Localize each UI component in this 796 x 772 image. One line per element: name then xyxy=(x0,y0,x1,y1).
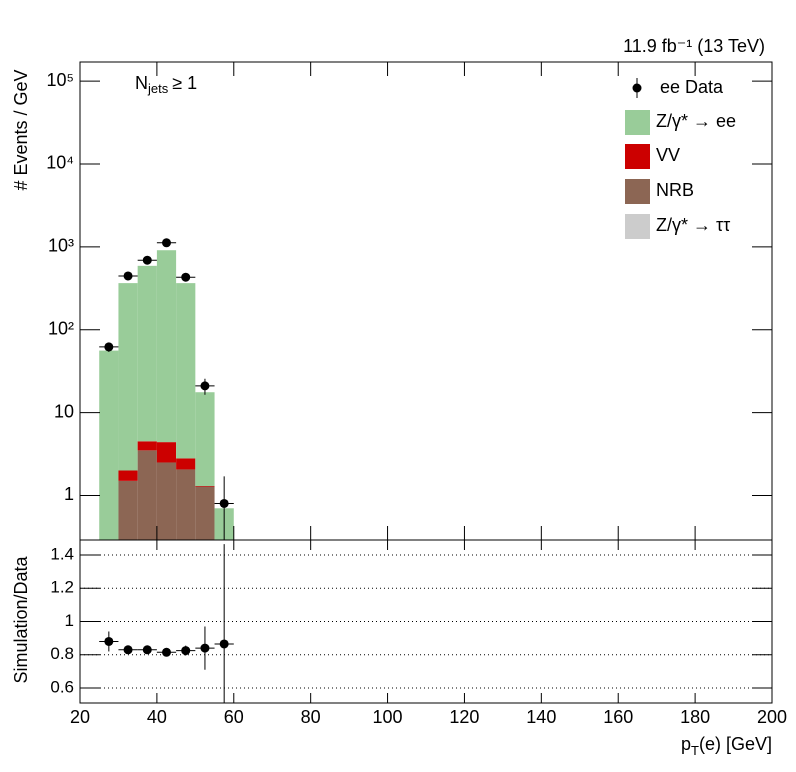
annotation-main: N xyxy=(135,73,148,93)
bar-segment xyxy=(118,480,138,540)
y-tick-label: 10⁴ xyxy=(46,153,74,173)
y-tick-label: 1 xyxy=(65,611,74,630)
bar-segment xyxy=(176,283,196,459)
annotation: Njets ≥ 1 xyxy=(135,73,197,97)
bar-segment xyxy=(176,458,196,470)
legend-label: NRB xyxy=(656,180,694,200)
data-point xyxy=(200,643,210,653)
y-tick-label: 1.4 xyxy=(50,544,74,563)
legend-swatch xyxy=(625,144,650,169)
y-tick-label: 1 xyxy=(64,484,74,504)
legend-label: Z/γ* → ee xyxy=(656,111,736,131)
bar-segment xyxy=(118,470,138,481)
data-point xyxy=(104,636,114,646)
x-tick-label: 140 xyxy=(526,707,556,727)
data-point xyxy=(104,342,114,352)
bar-segment xyxy=(156,250,177,443)
data-point xyxy=(142,255,152,265)
data-point xyxy=(162,238,171,248)
y-tick-label: 10³ xyxy=(48,236,74,256)
x-tick-label: 20 xyxy=(70,707,90,727)
bar-segment xyxy=(118,283,138,471)
bar-segment xyxy=(137,265,157,442)
x-tick-label: 100 xyxy=(373,707,403,727)
bar-segment xyxy=(195,486,215,487)
legend-marker xyxy=(632,83,642,93)
data-point xyxy=(181,646,191,656)
x-tick-label: 40 xyxy=(147,707,167,727)
x-label-rest: (e) [GeV] xyxy=(699,734,772,754)
bar-segment xyxy=(176,469,196,540)
data-point xyxy=(123,645,133,655)
legend-label: VV xyxy=(656,145,680,165)
legend-label: ee Data xyxy=(660,77,724,97)
bar-segment xyxy=(137,441,157,451)
x-label-main: p xyxy=(681,734,691,754)
data-point xyxy=(162,647,171,657)
data-point xyxy=(142,645,152,655)
y-tick-label: 0.6 xyxy=(50,678,74,697)
legend-label: Z/γ* → ττ xyxy=(656,215,730,235)
y-axis-label: Simulation/Data xyxy=(11,555,31,683)
y-tick-label: 1.2 xyxy=(50,578,74,597)
bar-segment xyxy=(156,462,177,540)
y-tick-label: 10 xyxy=(54,401,74,421)
y-tick-label: 10⁵ xyxy=(47,70,74,90)
data-point xyxy=(123,271,133,281)
bar-segment xyxy=(99,350,119,540)
bar-segment xyxy=(195,392,215,487)
x-tick-label: 160 xyxy=(603,707,633,727)
plot-area xyxy=(80,238,772,703)
annotation-rest: ≥ 1 xyxy=(172,73,197,93)
legend-swatch xyxy=(625,179,650,204)
data-point xyxy=(181,272,191,282)
chart-title: 11.9 fb⁻¹ (13 TeV) xyxy=(623,36,765,56)
data-point xyxy=(219,498,229,508)
x-axis-label: pT(e) [GeV] xyxy=(681,734,772,759)
y-tick-label: 10² xyxy=(48,318,74,338)
legend-swatch xyxy=(625,110,650,135)
x-tick-label: 120 xyxy=(449,707,479,727)
x-tick-label: 80 xyxy=(301,707,321,727)
bar-segment xyxy=(137,450,157,540)
legend-swatch xyxy=(625,214,650,239)
y-axis-label: # Events / GeV xyxy=(11,69,31,190)
x-tick-label: 60 xyxy=(224,707,244,727)
x-label-sub: T xyxy=(691,743,699,758)
y-tick-label: 0.8 xyxy=(50,644,74,663)
x-tick-label: 200 xyxy=(757,707,787,727)
x-tick-label: 180 xyxy=(680,707,710,727)
bar-segment xyxy=(156,442,177,463)
annotation-sub: jets xyxy=(147,81,169,96)
data-point xyxy=(200,381,210,391)
data-point xyxy=(219,639,229,649)
bar-segment xyxy=(195,486,215,540)
